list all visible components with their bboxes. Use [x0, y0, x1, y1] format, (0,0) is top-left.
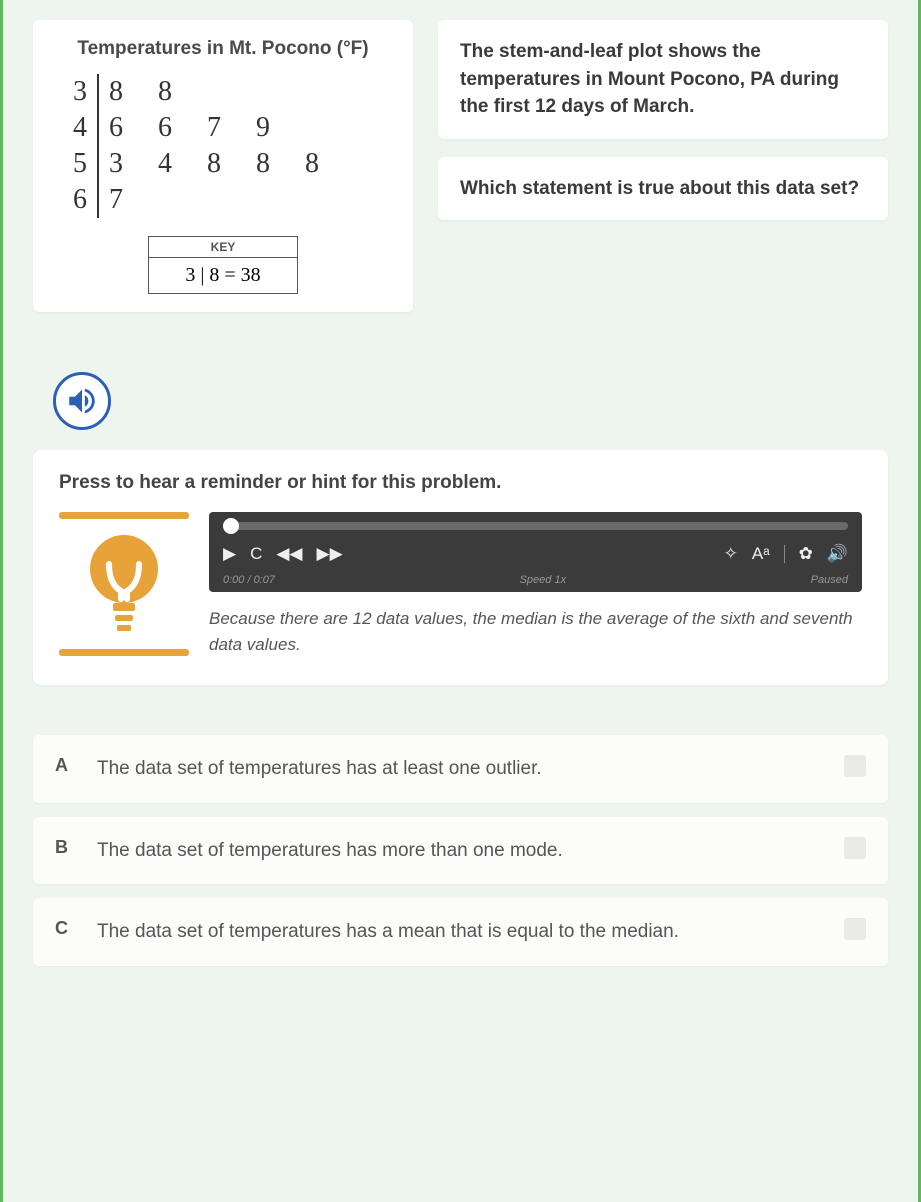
player-speed: Speed 1x — [520, 574, 566, 586]
leaf-row: 6 6 7 9 — [109, 110, 333, 146]
leaf-row: 7 — [109, 182, 333, 218]
forward-icon[interactable]: ▶▶ — [317, 544, 343, 564]
bulb-column — [59, 512, 189, 656]
answer-text: The data set of temperatures has a mean … — [97, 918, 822, 946]
stem-column: 3 4 5 6 — [65, 74, 99, 218]
speaker-icon — [65, 384, 99, 418]
stem-value: 6 — [65, 182, 87, 218]
lightbulb-icon — [79, 529, 169, 639]
decorative-bar — [59, 649, 189, 656]
stem-value: 3 — [65, 74, 87, 110]
key-box: KEY 3 | 8 = 38 — [148, 236, 298, 294]
answer-letter: C — [55, 918, 75, 939]
leaf-row: 3 4 8 8 8 — [109, 146, 333, 182]
question-column: The stem-and-leaf plot shows the tempera… — [438, 20, 888, 220]
hint-text: Because there are 12 data values, the me… — [209, 606, 862, 657]
separator — [784, 545, 785, 563]
hint-card: Press to hear a reminder or hint for thi… — [33, 450, 888, 685]
stem-leaf-card: Temperatures in Mt. Pocono (°F) 3 4 5 6 … — [33, 20, 413, 312]
play-icon[interactable]: ▶ — [223, 544, 236, 564]
gear-icon[interactable]: ✿ — [799, 544, 813, 564]
question-context: The stem-and-leaf plot shows the tempera… — [460, 38, 866, 121]
leaf-row: 8 8 — [109, 74, 333, 110]
font-icon[interactable]: Aᵃ — [752, 544, 770, 564]
top-row: Temperatures in Mt. Pocono (°F) 3 4 5 6 … — [33, 20, 888, 312]
question-context-card: The stem-and-leaf plot shows the tempera… — [438, 20, 888, 139]
player-time: 0:00 / 0:07 — [223, 574, 275, 586]
decorative-bar — [59, 512, 189, 519]
reload-icon[interactable]: C — [250, 544, 262, 564]
speaker-button[interactable] — [53, 372, 111, 430]
hint-title: Press to hear a reminder or hint for thi… — [59, 472, 862, 494]
answer-text: The data set of temperatures has more th… — [97, 837, 822, 865]
volume-icon[interactable]: 🔊 — [827, 544, 848, 564]
answer-option-a[interactable]: A The data set of temperatures has at le… — [33, 735, 888, 803]
answer-option-b[interactable]: B The data set of temperatures has more … — [33, 817, 888, 885]
stem-leaf-plot: 3 4 5 6 8 8 6 6 7 9 3 4 8 8 8 7 — [65, 74, 391, 218]
question-prompt: Which statement is true about this data … — [460, 175, 866, 203]
answer-checkbox[interactable] — [844, 837, 866, 859]
leaves-column: 8 8 6 6 7 9 3 4 8 8 8 7 — [99, 74, 333, 218]
audio-player: ▶ C ◀◀ ▶▶ ✧ Aᵃ ✿ 🔊 0:00 / 0:07 Speed 1x — [209, 512, 862, 592]
key-label: KEY — [149, 237, 297, 258]
stem-value: 4 — [65, 110, 87, 146]
seek-thumb[interactable] — [223, 518, 239, 534]
stem-leaf-title: Temperatures in Mt. Pocono (°F) — [55, 38, 391, 60]
answer-checkbox[interactable] — [844, 918, 866, 940]
answer-checkbox[interactable] — [844, 755, 866, 777]
player-status: Paused — [811, 574, 848, 586]
answer-list: A The data set of temperatures has at le… — [33, 735, 888, 966]
rewind-icon[interactable]: ◀◀ — [276, 544, 302, 564]
answer-letter: B — [55, 837, 75, 858]
answer-letter: A — [55, 755, 75, 776]
seek-track[interactable] — [223, 522, 848, 530]
answer-text: The data set of temperatures has at leas… — [97, 755, 822, 783]
answer-option-c[interactable]: C The data set of temperatures has a mea… — [33, 898, 888, 966]
key-value: 3 | 8 = 38 — [149, 258, 297, 293]
stem-value: 5 — [65, 146, 87, 182]
captions-icon[interactable]: ✧ — [724, 544, 738, 564]
question-prompt-card: Which statement is true about this data … — [438, 157, 888, 221]
